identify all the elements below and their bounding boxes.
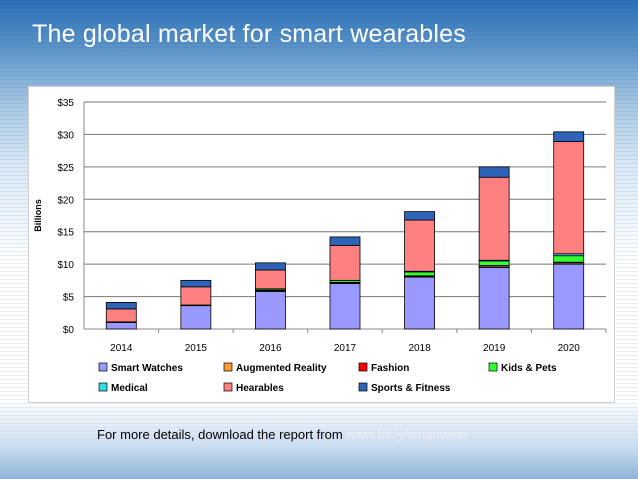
- bar-segment: [329, 283, 361, 330]
- x-tick-label: 2016: [259, 343, 282, 354]
- y-tick-label: $35: [57, 98, 74, 109]
- bar-segment: [478, 260, 510, 266]
- legend-label: Fashion: [371, 363, 409, 374]
- legend-swatch: [358, 362, 368, 372]
- legend-swatch: [223, 362, 233, 372]
- bar-segment: [255, 262, 286, 271]
- bar-segment: [105, 322, 137, 330]
- x-tick-label: 2014: [110, 343, 133, 354]
- y-tick-label: $15: [57, 228, 74, 239]
- bar-segment: [478, 266, 510, 330]
- y-tick-label: $10: [57, 260, 74, 271]
- chart-panel: $0 $5 $10 $15 $20 $25 $30 $35 Billions 2014 2015 20…: [28, 86, 615, 403]
- stacked-bar-chart: $0 $5 $10 $15 $20 $25 $30 $35 Billions 2014 2015 20…: [33, 98, 607, 394]
- slide-title: The global market for smart wearables: [32, 20, 466, 48]
- legend-swatch: [98, 362, 108, 372]
- legend-label: Augmented Reality: [236, 363, 327, 374]
- bar-segment: [404, 271, 435, 277]
- background-fade: [0, 400, 638, 479]
- bar-segment: [404, 211, 435, 221]
- bar-segment: [553, 141, 585, 255]
- legend-label: Sports & Fitness: [371, 383, 451, 394]
- bar-segment: [553, 131, 585, 142]
- bar-segment: [255, 269, 286, 290]
- x-tick-label: 2019: [483, 343, 506, 354]
- bar-segment: [553, 263, 585, 330]
- bar-segment: [329, 244, 361, 281]
- bar-segment: [105, 302, 137, 310]
- bar-segment: [329, 236, 361, 246]
- x-tick-label: 2018: [408, 343, 431, 354]
- bar-segment: [180, 305, 212, 330]
- x-tick-label: 2020: [558, 343, 581, 354]
- legend-label: Hearables: [236, 383, 284, 394]
- x-tick-label: 2015: [185, 343, 208, 354]
- bar-segment: [180, 279, 212, 288]
- bar-segment: [404, 276, 435, 330]
- legend-label: Medical: [111, 383, 148, 394]
- bar-segment: [255, 290, 286, 330]
- legend-label: Kids & Pets: [501, 363, 557, 374]
- y-axis-title: Billions: [33, 199, 43, 232]
- legend-label: Smart Watches: [111, 363, 183, 374]
- y-tick-label: $30: [57, 130, 74, 141]
- legend-swatch: [223, 382, 233, 392]
- bar-segment: [180, 286, 212, 306]
- bar-segment: [478, 176, 510, 261]
- legend-swatch: [488, 362, 498, 372]
- footer-link[interactable]: www.bit.ly/smartwear: [346, 427, 469, 442]
- x-tick-label: 2017: [334, 343, 357, 354]
- legend-swatch: [98, 382, 108, 392]
- bar-segment: [105, 308, 137, 323]
- bar-segment: [553, 255, 585, 263]
- y-tick-label: $5: [63, 293, 75, 304]
- legend-swatch: [358, 382, 368, 392]
- y-tick-label: $0: [63, 325, 75, 336]
- footer-note: For more details, download the report fr…: [97, 427, 468, 442]
- bar-segment: [478, 166, 510, 178]
- footer-text: For more details, download the report fr…: [97, 427, 347, 442]
- y-tick-label: $20: [57, 195, 74, 206]
- bar-segment: [404, 219, 435, 272]
- y-tick-label: $25: [57, 163, 74, 174]
